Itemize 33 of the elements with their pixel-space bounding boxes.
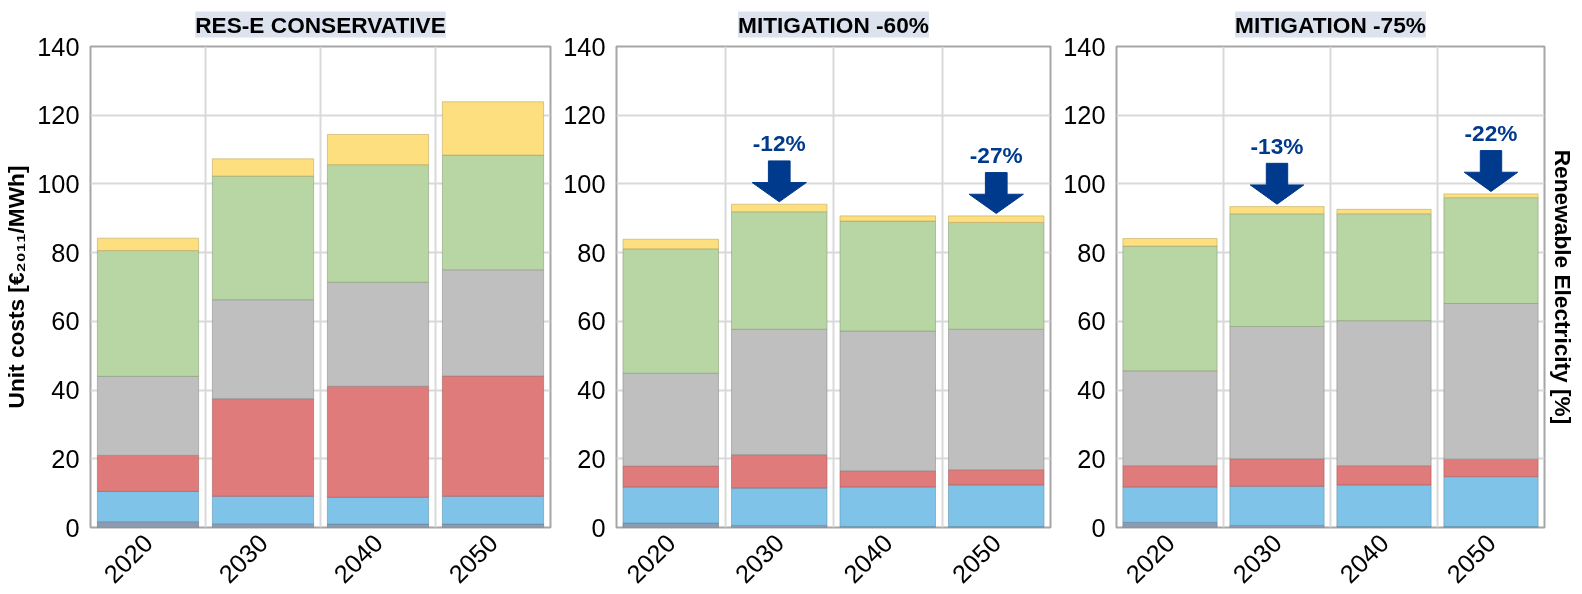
y-tick-label: 80 bbox=[577, 238, 606, 267]
y-tick-label: 40 bbox=[1077, 376, 1106, 405]
annotation: -27% bbox=[969, 141, 1023, 168]
y-tick-label: 60 bbox=[1077, 307, 1106, 336]
annotation: -13% bbox=[1250, 132, 1304, 159]
annotation: -12% bbox=[752, 130, 806, 157]
y-tick-label: 20 bbox=[1077, 444, 1106, 473]
y-tick-label: 20 bbox=[51, 444, 80, 473]
y-tick-label: 140 bbox=[563, 32, 606, 61]
chart-title: MITIGATION -75% bbox=[1235, 11, 1426, 38]
y-tick-label: 60 bbox=[577, 307, 606, 336]
annotation: -22% bbox=[1464, 119, 1518, 146]
y-tick-label: 20 bbox=[577, 444, 606, 473]
y-tick-label: 80 bbox=[1077, 238, 1106, 267]
y-tick-label: 0 bbox=[591, 513, 606, 542]
y-tick-label: 120 bbox=[37, 101, 80, 130]
y-tick-label: 120 bbox=[1063, 101, 1106, 130]
y-tick-label: 60 bbox=[51, 307, 80, 336]
chart-title: MITIGATION -60% bbox=[738, 11, 929, 38]
y-tick-label: 0 bbox=[1091, 513, 1106, 542]
y-tick-label: 40 bbox=[51, 376, 80, 405]
y-tick-label: 100 bbox=[37, 169, 80, 198]
chart-title: RES-E CONSERVATIVE bbox=[195, 11, 446, 38]
y-tick-label: 40 bbox=[577, 376, 606, 405]
y-tick-label: 100 bbox=[1063, 169, 1106, 198]
y-tick-label: 140 bbox=[37, 32, 80, 61]
y2-axis-title: Renewable Electricity [%] bbox=[1549, 149, 1576, 425]
y-tick-label: 0 bbox=[65, 513, 80, 542]
y-tick-label: 100 bbox=[563, 169, 606, 198]
y-tick-label: 140 bbox=[1063, 32, 1106, 61]
y-axis-title: Unit costs [€₂₀₁₁/MWh] bbox=[3, 165, 30, 409]
y-tick-label: 120 bbox=[563, 101, 606, 130]
y-tick-label: 80 bbox=[51, 238, 80, 267]
